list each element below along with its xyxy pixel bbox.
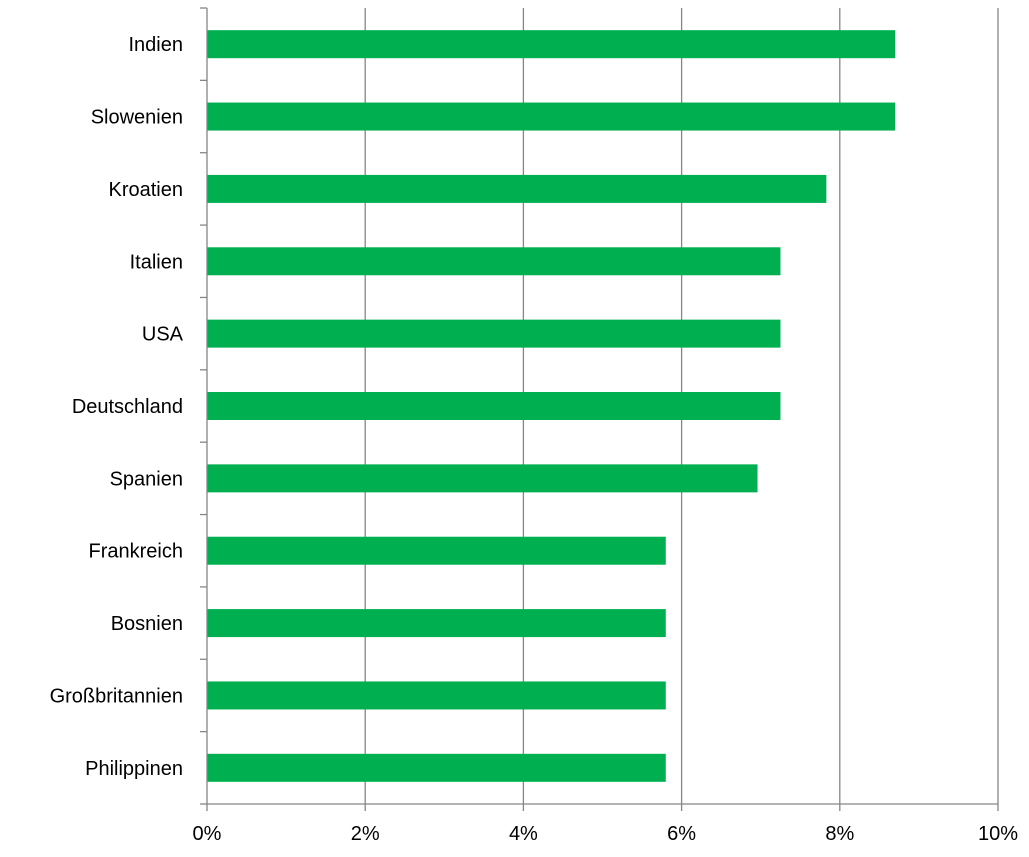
axes [200,7,999,811]
bar-9 [207,681,666,710]
bar-1 [207,102,896,131]
bar-7 [207,536,666,565]
category-label-3: Italien [130,251,183,273]
x-tick-label-2: 4% [509,823,538,845]
x-tick-label-3: 6% [667,823,696,845]
category-label-5: Deutschland [72,396,183,418]
category-label-0: Indien [129,34,184,56]
category-label-10: Philippinen [85,758,183,780]
bar-3 [207,247,781,276]
x-tick-label-0: 0% [193,823,222,845]
labels: 0% 2% 4% 6% 8% 10% Indien Slowenien Kroatien Ital… [50,34,1019,845]
bar-5 [207,392,781,420]
category-label-8: Bosnien [111,613,183,635]
bar-4 [207,319,781,348]
bars [207,30,896,782]
bar-6 [207,464,758,493]
category-label-6: Spanien [110,468,183,490]
x-tick-label-1: 2% [351,823,380,845]
category-label-1: Slowenien [91,107,183,129]
bar-0 [207,30,896,59]
category-label-2: Kroatien [109,179,184,201]
bar-8 [207,609,666,638]
category-label-4: USA [142,324,184,346]
bar-10 [207,753,666,782]
bar-2 [207,174,827,203]
category-label-9: Großbritannien [50,685,183,707]
category-label-7: Frankreich [89,541,183,563]
x-tick-label-4: 8% [825,823,854,845]
x-tick-label-5: 10% [978,823,1018,845]
